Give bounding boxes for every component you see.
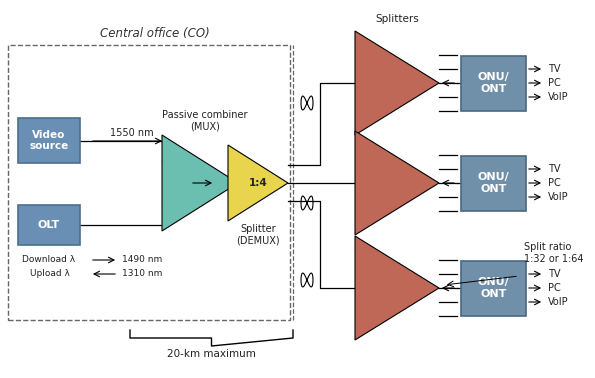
Text: VoIP: VoIP — [548, 192, 569, 202]
Text: ONU/
ONT: ONU/ ONT — [478, 172, 509, 194]
Text: TV: TV — [548, 269, 560, 279]
Polygon shape — [355, 31, 439, 135]
Text: TV: TV — [548, 164, 560, 174]
Text: PC: PC — [548, 283, 560, 293]
Bar — [8, 45, 290, 320]
Polygon shape — [228, 145, 288, 221]
Text: VoIP: VoIP — [548, 297, 569, 307]
Text: Video
source: Video source — [29, 130, 68, 151]
Text: Upload λ: Upload λ — [30, 270, 70, 279]
Bar — [461, 260, 526, 316]
Text: 1:4: 1:4 — [249, 178, 267, 188]
Text: 20-km maximum: 20-km maximum — [167, 349, 256, 359]
Text: OLT: OLT — [38, 220, 60, 230]
Bar — [461, 56, 526, 110]
Text: PC: PC — [548, 178, 560, 188]
Text: PC: PC — [548, 78, 560, 88]
Text: ONU/
ONT: ONU/ ONT — [478, 72, 509, 94]
Text: Splitter
(DEMUX): Splitter (DEMUX) — [236, 224, 280, 246]
Text: 1490 nm: 1490 nm — [122, 256, 162, 265]
Polygon shape — [355, 236, 439, 340]
Text: 1550 nm: 1550 nm — [110, 128, 154, 138]
Polygon shape — [162, 135, 238, 231]
Text: Download λ: Download λ — [22, 256, 75, 265]
Text: ONU/
ONT: ONU/ ONT — [478, 277, 509, 299]
Text: Split ratio
1:32 or 1:64: Split ratio 1:32 or 1:64 — [524, 242, 584, 264]
Bar — [461, 155, 526, 211]
Text: Splitters: Splitters — [375, 14, 419, 24]
Bar — [18, 205, 80, 245]
Polygon shape — [355, 131, 439, 235]
Text: Passive combiner
(MUX): Passive combiner (MUX) — [162, 110, 248, 132]
Text: VoIP: VoIP — [548, 92, 569, 102]
Text: Central office (CO): Central office (CO) — [100, 26, 210, 39]
Text: TV: TV — [548, 64, 560, 74]
Text: 1310 nm: 1310 nm — [122, 270, 162, 279]
Bar — [18, 118, 80, 163]
